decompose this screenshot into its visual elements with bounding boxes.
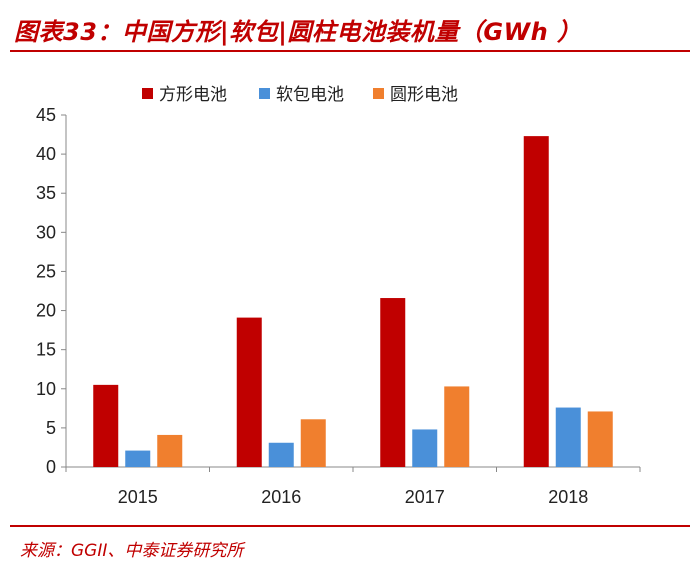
x-tick-label: 2015 [118,487,158,507]
y-tick-label: 15 [36,340,56,360]
bar-2018-2 [587,411,613,467]
bar-2016-0 [236,317,262,467]
y-tick-label: 5 [46,418,56,438]
source-divider [10,525,690,527]
y-tick-label: 10 [36,379,56,399]
y-tick-label: 20 [36,301,56,321]
bar-2017-2 [444,386,470,467]
legend-label: 软包电池 [276,85,344,105]
x-axis: 2015 2016 2017 2018 [65,466,641,507]
legend: 方形电池 软包电池 圆形电池 [142,85,458,105]
y-tick-label: 0 [46,457,56,477]
bar-2017-0 [380,298,406,467]
legend-swatch [142,88,153,99]
bar-2017-1 [412,429,438,467]
x-tick-label: 2016 [261,487,301,507]
y-tick-label: 40 [36,144,56,164]
bar-2018-0 [523,136,549,467]
legend-swatch [259,88,270,99]
legend-swatch [373,88,384,99]
legend-label: 方形电池 [159,85,227,105]
y-tick-label: 30 [36,222,56,242]
legend-label: 圆形电池 [390,85,458,105]
bar-2018-1 [555,407,581,467]
bar-2016-1 [268,442,294,467]
y-tick-label: 35 [36,183,56,203]
y-axis: 0 5 10 15 20 25 30 35 40 45 [36,105,67,477]
bar-2016-2 [300,419,326,467]
y-tick-label: 45 [36,105,56,125]
source-note: 来源：GGII、中泰证券研究所 [20,541,244,561]
x-tick-label: 2018 [548,487,588,507]
title-divider [10,50,690,52]
page-title: 图表33：中国方形|软包|圆柱电池装机量（GWh ） [14,18,582,46]
bar-2015-1 [125,450,151,467]
bars [93,136,613,467]
bar-2015-0 [93,384,119,467]
bar-chart: 方形电池 软包电池 圆形电池 0 5 10 15 20 25 30 35 40 45 2015 2016… [36,85,641,507]
x-tick-label: 2017 [405,487,445,507]
bar-2015-2 [157,434,183,467]
y-tick-label: 25 [36,261,56,281]
